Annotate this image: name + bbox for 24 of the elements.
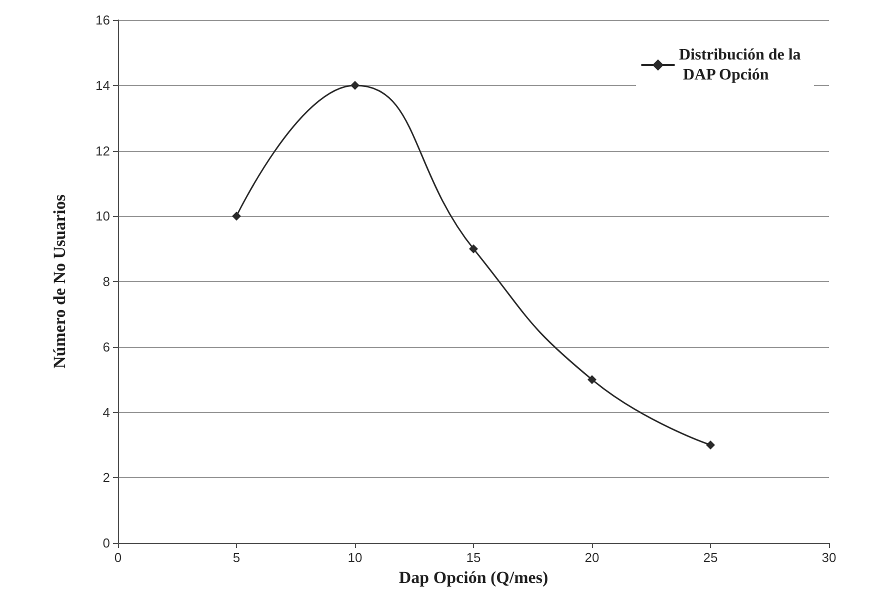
y-tick-label: 0: [102, 536, 110, 550]
x-tick-label: 15: [466, 550, 481, 565]
legend-label: Distribución de la DAP Opción: [679, 46, 801, 84]
y-axis-title: Número de No Usuarios: [50, 194, 69, 368]
y-tick-label: 8: [102, 274, 110, 289]
y-tick-label: 16: [96, 12, 110, 28]
point: [469, 244, 478, 254]
x-tick-label: 10: [348, 550, 362, 565]
y-tick-label: 6: [102, 339, 110, 354]
x-tick-label: 5: [232, 550, 240, 565]
x-tick-label: 0: [114, 550, 122, 565]
x-axis-title: Dap Opción (Q/mes): [398, 568, 548, 587]
point: [350, 80, 360, 90]
point: [706, 440, 715, 450]
x-tick-label: 30: [822, 550, 836, 565]
y-tick-label: 12: [96, 143, 110, 158]
y-tick-label: 14: [96, 78, 110, 93]
point: [588, 375, 596, 384]
y-tick-label: 4: [102, 404, 110, 420]
y-tick-label: 2: [102, 470, 110, 486]
x-tick-label: 20: [584, 550, 600, 565]
x-tick-label: 25: [703, 550, 718, 565]
point: [232, 212, 241, 221]
y-tick-label: 10: [96, 208, 110, 224]
